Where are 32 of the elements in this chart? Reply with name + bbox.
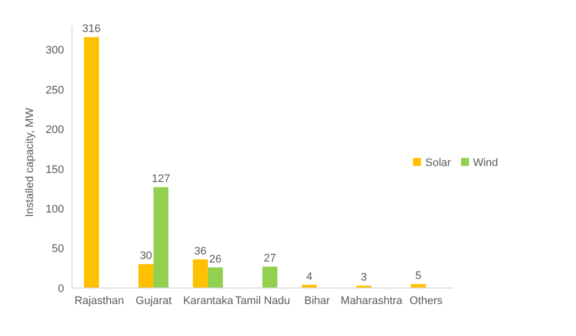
x-tick-label: Maharashtra [340, 294, 404, 307]
bar [84, 37, 99, 288]
data-label: 4 [306, 270, 312, 283]
data-label: 30 [140, 250, 152, 262]
y-tick-label: 200 [46, 124, 64, 136]
x-tick-label: Others [410, 294, 444, 307]
legend-label: Solar [425, 157, 451, 169]
x-tick-label: Rajasthan [74, 294, 124, 307]
bar [262, 266, 278, 288]
bar [208, 267, 223, 288]
data-label: 26 [209, 253, 222, 266]
data-label: 127 [152, 173, 170, 186]
x-tick-label: Bihar [304, 294, 330, 307]
y-tick-label: 300 [46, 44, 64, 57]
data-label: 316 [82, 23, 101, 36]
data-label: 27 [264, 252, 276, 265]
bar [138, 264, 154, 288]
y-tick-label: 250 [46, 84, 64, 96]
legend-label: Wind [472, 157, 498, 169]
y-axis-title: Installed capacity, MW [24, 107, 36, 217]
bar [192, 259, 208, 288]
data-label: 3 [360, 272, 367, 284]
data-label: 5 [415, 270, 422, 282]
x-tick-label: Gujarat [136, 294, 172, 307]
y-tick-label: 150 [46, 164, 64, 176]
y-tick-label: 50 [52, 243, 64, 256]
x-tick-label: Tamil Nadu [235, 294, 290, 307]
y-tick-label: 100 [46, 204, 64, 216]
x-tick-label: Karantaka [183, 294, 234, 307]
y-tick-label: 0 [58, 282, 64, 295]
data-label: 36 [194, 245, 207, 258]
bar [153, 187, 168, 288]
